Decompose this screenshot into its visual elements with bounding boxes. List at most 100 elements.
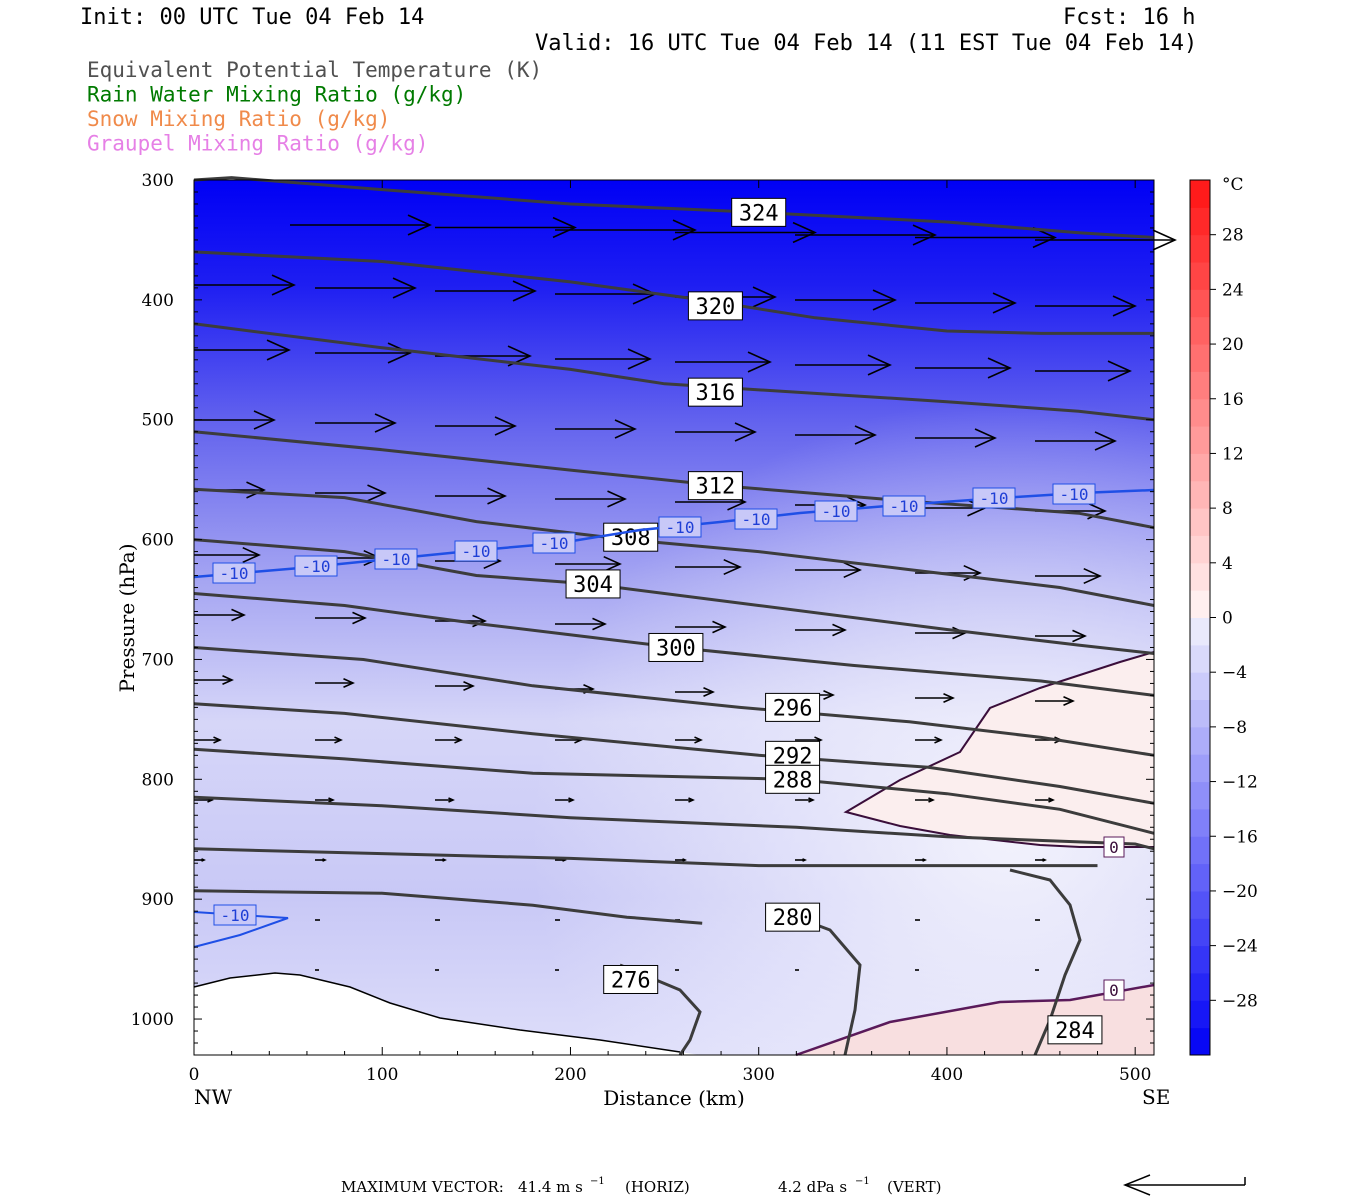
contour-label-text: 284 xyxy=(1055,1019,1095,1044)
vert-unit: (VERT) xyxy=(887,1178,942,1196)
terrain xyxy=(194,973,700,1055)
wind-vector xyxy=(675,558,742,576)
colorbar-tick-label: −8 xyxy=(1222,718,1247,738)
x-tick-label: 300 xyxy=(742,1065,774,1085)
colorbar-band xyxy=(1190,398,1210,427)
legend-entry: Snow Mixing Ratio (g/kg) xyxy=(87,107,390,131)
colorbar-band xyxy=(1190,972,1210,1001)
wind-vector xyxy=(675,221,817,244)
colorbar-band xyxy=(1190,617,1210,646)
contour-label-280: 280 xyxy=(765,902,821,932)
theta-e-contour-276-tail xyxy=(619,963,702,1056)
y-tick-label: 700 xyxy=(142,650,174,670)
wind-vector xyxy=(194,546,261,564)
colorbar-band xyxy=(1190,453,1210,482)
isotherm-label-minus-ten: -10 xyxy=(374,548,418,570)
wind-vector xyxy=(194,339,291,361)
colorbar: °C 28 24 20 16 12 8 4 0 −4 −8 −12 −16 −20 −24 −28 xyxy=(1189,175,1258,1056)
colorbar-band xyxy=(1190,180,1210,208)
wind-vector xyxy=(795,224,937,246)
wind-vector xyxy=(435,858,447,862)
contour-label-276: 276 xyxy=(603,964,659,994)
wind-vector xyxy=(315,736,343,744)
colorbar-band xyxy=(1190,234,1210,263)
wind-vector xyxy=(555,617,607,631)
wind-vector xyxy=(675,736,703,744)
wind-vector xyxy=(315,858,327,862)
contour-label-316: 316 xyxy=(687,377,743,407)
contour-label-320: 320 xyxy=(687,291,743,321)
colorbar-tick-label: 24 xyxy=(1222,280,1244,300)
wind-vector xyxy=(315,797,335,803)
horiz-max-value: 41.4 m s xyxy=(518,1178,583,1196)
legend-entry: Rain Water Mixing Ratio (g/kg) xyxy=(87,83,466,107)
x-tick-label: 500 xyxy=(1119,1065,1151,1085)
isotherm-label-minus-ten: -10 xyxy=(213,904,257,926)
isotherm-label-minus-ten: -10 xyxy=(212,562,256,584)
isotherm-label-text: -10 xyxy=(221,906,250,925)
wind-vector xyxy=(1035,567,1102,585)
colorbar-tick-label: 28 xyxy=(1222,226,1244,246)
contour-label-284: 284 xyxy=(1047,1015,1103,1045)
isotherm-label-text: -10 xyxy=(1060,485,1089,504)
colorbar-band xyxy=(1190,836,1210,865)
colorbar-band xyxy=(1190,863,1210,892)
isotherm-label-text: -10 xyxy=(980,489,1009,508)
colorbar-band xyxy=(1190,344,1210,372)
wind-vector xyxy=(555,419,637,439)
colorbar-band xyxy=(1190,426,1210,454)
wind-vector xyxy=(315,611,367,625)
colorbar-band xyxy=(1190,289,1210,318)
wind-vector xyxy=(675,686,715,698)
wind-vector xyxy=(555,555,622,573)
colorbar-band xyxy=(1190,480,1210,509)
contour-label-text: 312 xyxy=(696,475,736,500)
wind-vector xyxy=(315,677,355,689)
vert-max-value: 4.2 dPa s xyxy=(778,1178,847,1196)
wind-vector xyxy=(435,416,517,436)
colorbar-band xyxy=(1190,945,1210,974)
colorbar-band xyxy=(1190,726,1210,755)
reference-vector-arrow xyxy=(1122,1174,1246,1196)
wind-vector xyxy=(435,797,455,803)
legend-entry: Equivalent Potential Temperature (K) xyxy=(87,58,542,82)
colorbar-band xyxy=(1190,508,1210,536)
wind-vector xyxy=(1035,295,1137,317)
y-axis-title: Pressure (hPa) xyxy=(115,544,139,693)
wind-vector xyxy=(290,214,432,236)
theta-e-contour-320 xyxy=(193,250,1154,335)
colorbar-unit: °C xyxy=(1222,175,1244,195)
contour-label-312: 312 xyxy=(687,471,743,501)
y-tick-label: 600 xyxy=(142,531,174,551)
wind-vector xyxy=(795,354,892,376)
isotherm-label-minus-ten: -10 xyxy=(734,508,778,530)
contour-label-text: 276 xyxy=(611,968,651,993)
contour-label-292: 292 xyxy=(765,740,821,770)
contour-label-308: 308 xyxy=(603,522,659,552)
contour-label-324: 324 xyxy=(731,197,787,227)
isotherm-label-minus-ten: -10 xyxy=(532,532,576,554)
temperature-labels: -10 -10 -10 -10 -10 -10 -10 -10 -10 -10 -10 -10 0 0 xyxy=(212,483,1125,1001)
wind-vector xyxy=(675,858,687,862)
axes: 300 400 500 600 700 800 900 1000 0 100 200 300 400 50… xyxy=(131,171,1171,1109)
wind-vector xyxy=(675,422,757,442)
wind-vector xyxy=(555,490,627,508)
isotherm-label-minus-ten: -10 xyxy=(294,555,338,577)
colorbar-band xyxy=(1190,754,1210,783)
colorbar-band xyxy=(1190,672,1210,701)
theta-e-contour-280 xyxy=(193,847,1098,868)
legend-entry: Graupel Mixing Ratio (g/kg) xyxy=(87,132,428,156)
wind-vector xyxy=(435,487,507,505)
x-axis-title: Distance (km) xyxy=(603,1086,745,1110)
wind-vector xyxy=(915,858,927,862)
max-vector-label: MAXIMUM VECTOR: xyxy=(341,1178,504,1196)
isotherm-label-minus-ten: -10 xyxy=(882,495,926,517)
x-left-end-label: NW xyxy=(194,1085,233,1109)
wind-vector xyxy=(315,484,387,502)
colorbar-band xyxy=(1190,781,1210,810)
theta-e-contour-284 xyxy=(193,795,1155,851)
wind-vector xyxy=(915,357,1012,379)
colorbar-band xyxy=(1190,699,1210,728)
x-tick-label: 200 xyxy=(554,1065,586,1085)
